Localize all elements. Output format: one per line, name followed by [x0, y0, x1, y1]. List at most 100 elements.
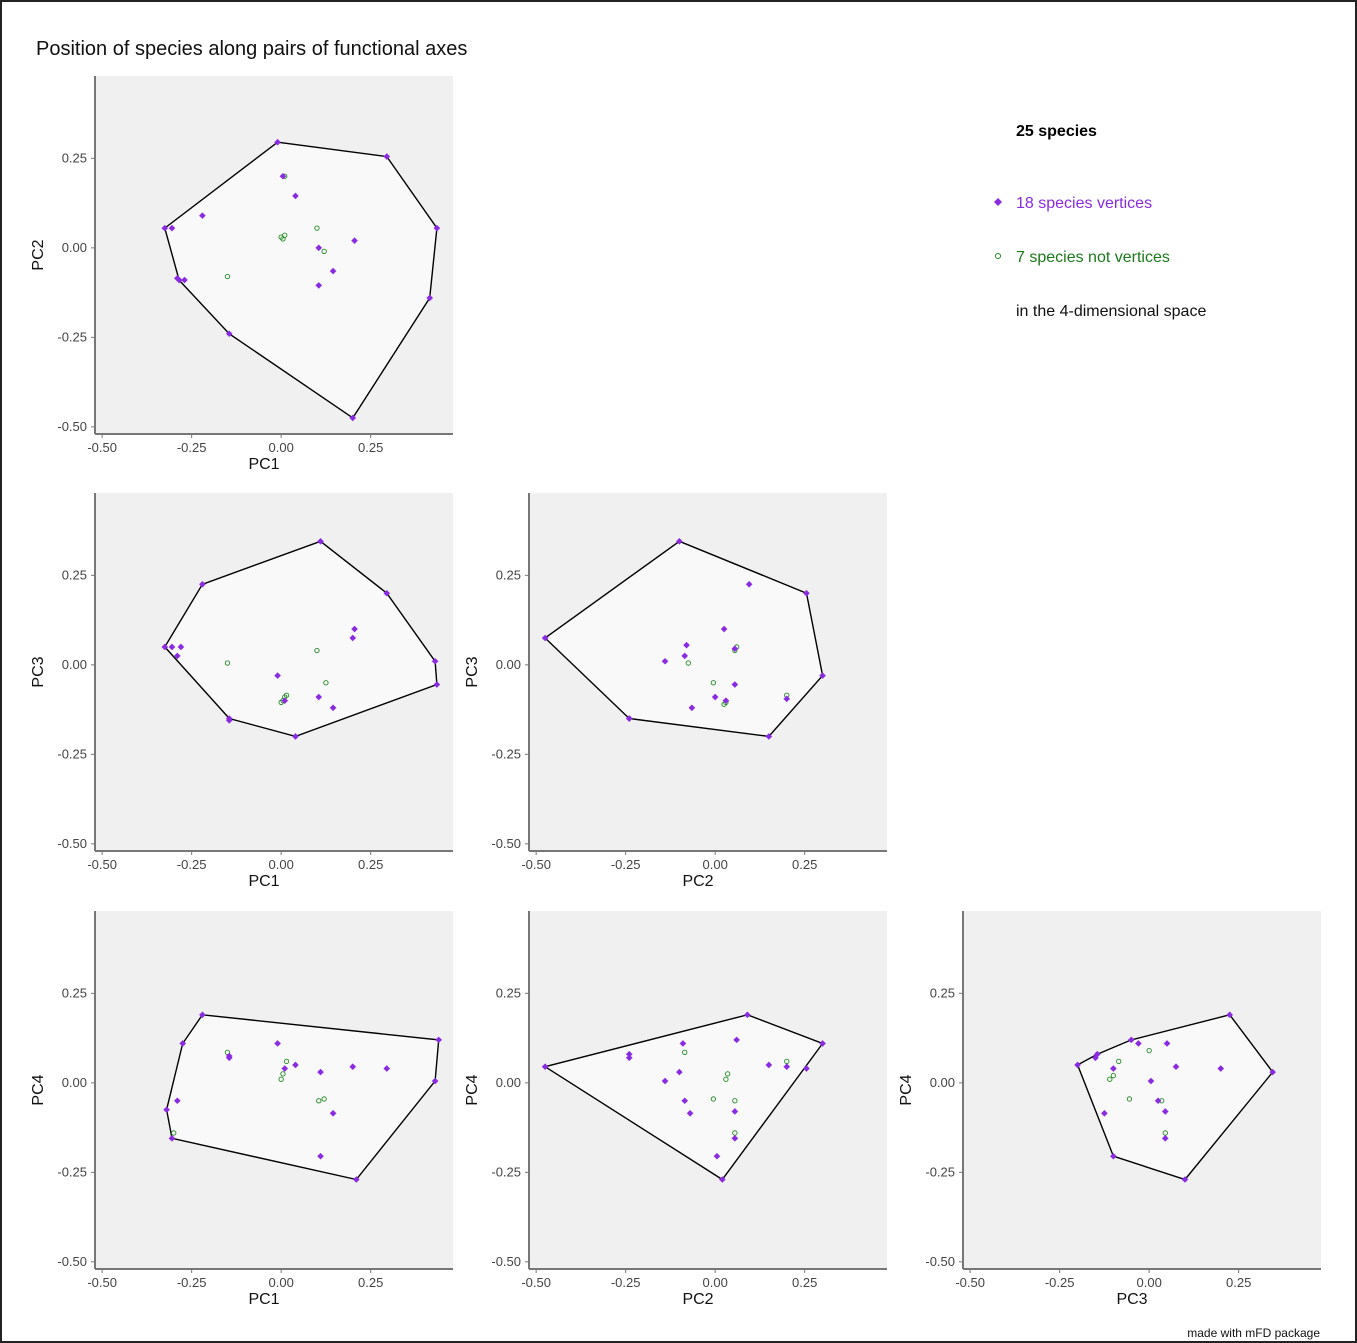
species-vertex-point — [274, 138, 281, 146]
species-vertex-point — [1172, 1063, 1180, 1071]
species-vertex-point — [1127, 1036, 1135, 1044]
species-vertex-point — [681, 652, 689, 660]
panels: -0.50-0.50-0.25-0.250.000.000.250.25PC1P… — [30, 76, 1321, 1308]
species-vertex-point — [315, 693, 323, 701]
species-vertex-point — [803, 589, 810, 597]
species-not-vertex-point — [710, 1096, 717, 1102]
species-vertex-point — [661, 657, 669, 665]
species-vertex-point — [168, 643, 176, 651]
species-vertex-point — [765, 1061, 773, 1069]
species-vertex-point — [199, 212, 206, 219]
species-vertex-point — [181, 276, 188, 284]
species-vertex-point — [541, 1063, 549, 1071]
y-tick-label: -0.50 — [925, 1254, 955, 1269]
species-vertex-point — [292, 733, 299, 740]
species-vertex-point — [819, 672, 826, 679]
y-tick-label: 0.25 — [62, 567, 87, 582]
panel-pc3-pc4: -0.50-0.50 -0.25 -0.25 0.00 0.00 0.25 0.25 PC3 P… — [898, 911, 1321, 1308]
x-axis-label: PC2 — [682, 1291, 713, 1308]
species-vertex-point — [625, 1054, 633, 1062]
species-not-vertex-point — [321, 248, 327, 255]
x-tick-label: -0.50 — [521, 857, 551, 872]
species-vertex-point — [625, 1050, 633, 1058]
species-vertex-point — [744, 1011, 751, 1019]
x-tick-label: 0.25 — [1226, 1275, 1251, 1290]
species-not-vertex-point — [710, 680, 717, 686]
species-vertex-point — [163, 1106, 170, 1113]
x-tick-label: -0.50 — [87, 857, 117, 872]
species-not-vertex-point — [732, 1098, 738, 1104]
species-vertex-point — [676, 538, 683, 545]
species-vertex-point — [681, 1097, 689, 1105]
species-not-vertex-point — [316, 1098, 322, 1104]
species-vertex-point — [329, 704, 337, 712]
x-tick-label: -0.50 — [955, 1275, 985, 1290]
species-vertex-point — [315, 282, 323, 289]
species-vertex-point — [383, 589, 391, 597]
species-vertex-point — [1101, 1109, 1108, 1117]
species-vertex-point — [679, 1040, 687, 1047]
y-tick-label: -0.25 — [57, 329, 87, 344]
species-vertex-point — [383, 153, 391, 160]
species-vertex-point — [174, 1097, 181, 1105]
legend: 25 species 18 species vertices 7 species… — [994, 123, 1206, 320]
y-tick-label: 0.25 — [62, 150, 87, 165]
species-vertex-point — [1110, 1152, 1117, 1160]
species-not-vertex-point — [171, 1130, 177, 1136]
species-vertex-point — [199, 1011, 206, 1019]
convex-hull — [1076, 1014, 1274, 1181]
x-tick-label: 0.25 — [792, 857, 817, 872]
species-not-vertex-point — [682, 1049, 688, 1056]
species-vertex-point — [426, 294, 434, 302]
x-tick-label: 0.00 — [1137, 1275, 1162, 1290]
x-tick-label: 0.00 — [703, 1275, 728, 1290]
species-vertex-point — [281, 697, 289, 704]
panel-pc1-pc2: -0.50-0.50 -0.25 -0.25 0.00 0.00 0.25 0.25 PC1 P… — [30, 76, 453, 473]
x-axis-label: PC1 — [248, 873, 279, 890]
species-vertex-point — [1181, 1176, 1189, 1183]
species-vertex-point — [819, 1040, 826, 1047]
y-tick-label: -0.25 — [925, 1164, 955, 1179]
species-not-vertex-point — [283, 1058, 290, 1065]
species-vertex-point — [1110, 1065, 1117, 1072]
species-vertex-point — [279, 172, 287, 180]
y-axis-label: PC2 — [30, 239, 47, 270]
x-tick-label: -0.25 — [611, 1275, 641, 1290]
species-vertex-point — [174, 274, 181, 282]
species-not-vertex-point — [723, 1076, 729, 1082]
species-vertex-point — [281, 1065, 289, 1072]
x-tick-label: -0.25 — [177, 857, 207, 872]
species-vertex-point — [349, 1063, 357, 1071]
species-not-vertex-point — [725, 1071, 731, 1077]
x-tick-label: 0.25 — [792, 1275, 817, 1290]
species-not-vertex-point — [323, 680, 329, 686]
species-not-vertex-point — [314, 647, 320, 654]
species-not-vertex-point — [1146, 1047, 1152, 1054]
species-vertex-point — [431, 657, 439, 665]
y-tick-label: 0.00 — [930, 1075, 955, 1090]
x-tick-label: 0.00 — [269, 1275, 294, 1290]
species-vertex-point — [1226, 1011, 1234, 1019]
y-axis-label: PC3 — [464, 656, 481, 687]
species-vertex-point — [713, 1152, 721, 1160]
panel-pc1-pc4: -0.50-0.50 -0.25 -0.25 0.00 0.00 0.25 0.25 PC1 P… — [30, 911, 453, 1308]
figure-title: Position of species along pairs of funct… — [36, 38, 467, 60]
species-vertex-point — [349, 634, 357, 642]
species-not-vertex-point — [314, 225, 320, 231]
x-tick-label: -0.25 — [177, 440, 207, 455]
species-vertex-point — [1135, 1040, 1142, 1047]
y-tick-label: 0.00 — [496, 1075, 521, 1090]
x-axis-label: PC2 — [682, 873, 713, 890]
x-axis-label: PC1 — [248, 1291, 279, 1308]
x-axis-label: PC1 — [248, 456, 279, 473]
y-tick-label: 0.25 — [496, 567, 521, 582]
species-vertex-point — [179, 1040, 187, 1047]
panel-pc2-pc4: -0.50-0.50 -0.25 -0.25 0.00 0.00 0.25 0.25 PC2 P… — [464, 911, 887, 1308]
species-vertex-point — [225, 1054, 233, 1062]
species-not-vertex-point — [321, 1096, 327, 1102]
panel-pc1-pc3: -0.50-0.50 -0.25 -0.25 0.00 0.00 0.25 0.25 PC1 P… — [30, 493, 453, 890]
convex-hull — [165, 1014, 440, 1181]
y-tick-label: -0.50 — [57, 1254, 87, 1269]
